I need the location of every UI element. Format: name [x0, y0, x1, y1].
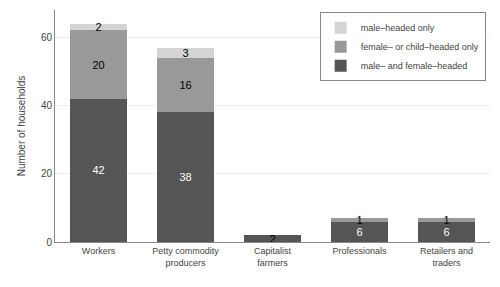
svg-text:20: 20 — [41, 168, 53, 179]
svg-text:Number of households: Number of households — [16, 76, 27, 177]
svg-text:2: 2 — [269, 233, 275, 245]
svg-text:0: 0 — [46, 237, 52, 248]
svg-text:2: 2 — [95, 21, 101, 33]
svg-text:38: 38 — [179, 171, 191, 183]
svg-text:Capitalistfarmers: Capitalistfarmers — [254, 246, 292, 268]
svg-text:16: 16 — [179, 79, 191, 91]
svg-text:female– or child–headed only: female– or child–headed only — [361, 42, 479, 52]
svg-text:6: 6 — [443, 226, 449, 238]
svg-text:6: 6 — [356, 226, 362, 238]
svg-text:20: 20 — [92, 59, 104, 71]
svg-text:Professionals: Professionals — [332, 246, 387, 256]
svg-text:40: 40 — [41, 100, 53, 111]
svg-text:1: 1 — [443, 214, 449, 226]
svg-text:Workers: Workers — [82, 246, 116, 256]
svg-text:60: 60 — [41, 32, 53, 43]
svg-text:Retailers andtraders: Retailers andtraders — [420, 246, 473, 268]
svg-text:male– and female–headed: male– and female–headed — [361, 61, 468, 71]
svg-text:Petty commodityproducers: Petty commodityproducers — [152, 246, 219, 268]
svg-text:3: 3 — [182, 47, 188, 59]
svg-text:42: 42 — [92, 164, 104, 176]
svg-text:male–headed only: male–headed only — [361, 23, 435, 33]
svg-text:1: 1 — [356, 214, 362, 226]
